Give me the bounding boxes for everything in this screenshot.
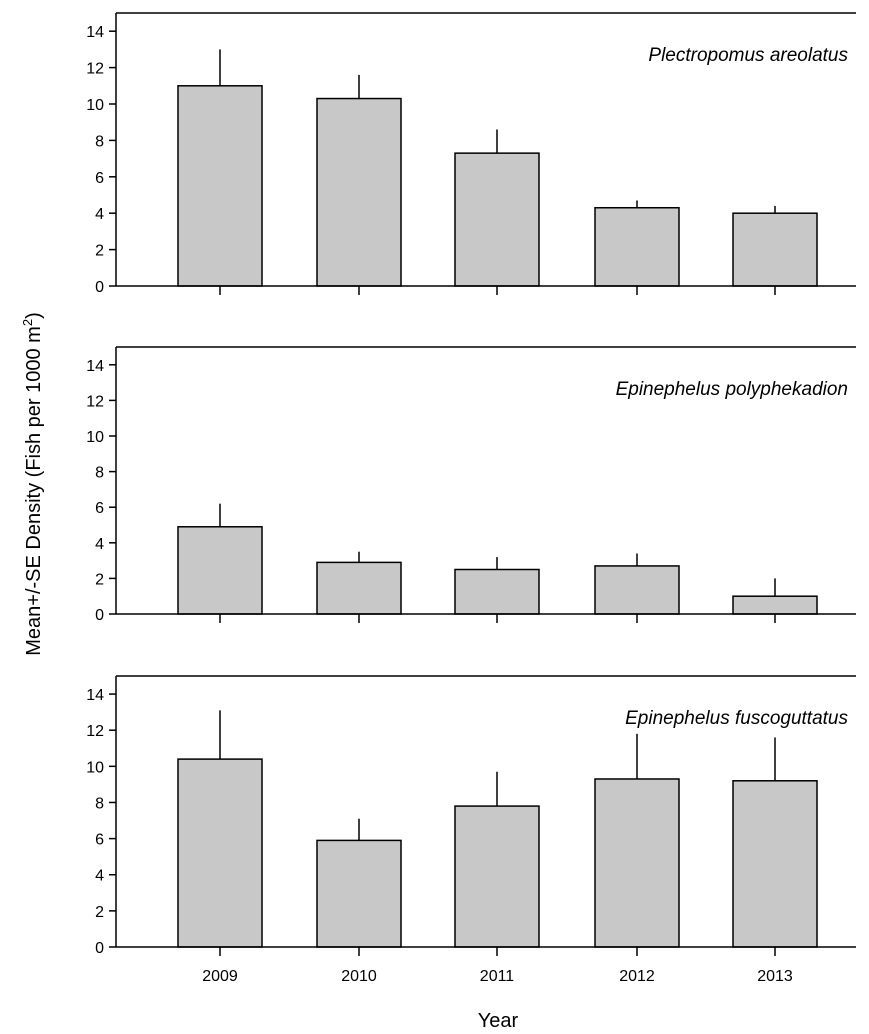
y-tick-label: 8 — [95, 465, 104, 482]
y-tick-label: 12 — [86, 393, 104, 410]
bar-2013 — [732, 595, 818, 615]
y-tick-label: 14 — [86, 24, 104, 41]
bar-2011 — [454, 568, 540, 615]
y-axis-title-main: Mean+/-SE Density (Fish per 1000 m — [23, 326, 45, 656]
bar-2009 — [177, 758, 263, 948]
y-tick-label: 8 — [95, 133, 104, 150]
bar-2012 — [594, 206, 680, 287]
y-tick-label: 14 — [86, 687, 104, 704]
bar-2010 — [316, 561, 402, 615]
x-axis-title: Year — [478, 1010, 519, 1032]
panel-title: Epinephelus fuscoguttatus — [625, 708, 848, 729]
bar-2009 — [177, 85, 263, 287]
x-tick-label: 2012 — [619, 968, 655, 985]
bar-2012 — [594, 778, 680, 948]
y-tick-label: 12 — [86, 723, 104, 740]
bar-2010 — [316, 97, 402, 287]
y-tick-label: 10 — [86, 97, 104, 114]
bar-2010 — [316, 839, 402, 948]
y-tick-label: 6 — [95, 832, 104, 849]
y-axis-title-superscript: 2 — [20, 319, 35, 326]
bar-2011 — [454, 152, 540, 287]
y-axis-title-end: ) — [23, 312, 45, 319]
y-tick-label: 2 — [95, 571, 104, 588]
bar-2012 — [594, 565, 680, 615]
y-tick-label: 6 — [95, 500, 104, 517]
y-tick-label: 12 — [86, 61, 104, 78]
panel-title: Plectropomus areolatus — [648, 45, 848, 66]
y-tick-label: 14 — [86, 358, 104, 375]
bar-2011 — [454, 805, 540, 948]
y-tick-label: 2 — [95, 904, 104, 921]
y-axis-title: Mean+/-SE Density (Fish per 1000 m2) — [20, 312, 45, 656]
chart-panels: 0 2 4 6 8 10 12 14 Plectropomus areolatus 0 2 4 6 8 10… — [86, 12, 856, 985]
bar-2013 — [732, 212, 818, 287]
y-tick-label: 4 — [95, 206, 104, 223]
y-tick-label: 4 — [95, 868, 104, 885]
y-tick-label: 2 — [95, 243, 104, 260]
y-tick-label: 10 — [86, 759, 104, 776]
x-tick-label: 2009 — [202, 968, 238, 985]
x-tick-label: 2010 — [341, 968, 377, 985]
y-tick-label: 0 — [95, 279, 104, 296]
y-tick-label: 0 — [95, 940, 104, 957]
y-tick-label: 6 — [95, 170, 104, 187]
y-tick-label: 0 — [95, 607, 104, 624]
panel-3: 0 2 4 6 8 10 12 14 2009 2010 2011 2012 2013 Epinephel… — [86, 675, 856, 985]
bar-2013 — [732, 780, 818, 948]
y-tick-label: 10 — [86, 429, 104, 446]
panel-2: 0 2 4 6 8 10 12 14 Epinephelus polyphekadion — [86, 346, 856, 624]
panel-title: Epinephelus polyphekadion — [616, 379, 848, 400]
y-tick-label: 4 — [95, 536, 104, 553]
x-tick-label: 2011 — [480, 968, 515, 985]
y-tick-label: 8 — [95, 795, 104, 812]
bar-2009 — [177, 526, 263, 615]
x-tick-label: 2013 — [757, 968, 793, 985]
panel-1: 0 2 4 6 8 10 12 14 Plectropomus areolatus — [86, 12, 856, 296]
